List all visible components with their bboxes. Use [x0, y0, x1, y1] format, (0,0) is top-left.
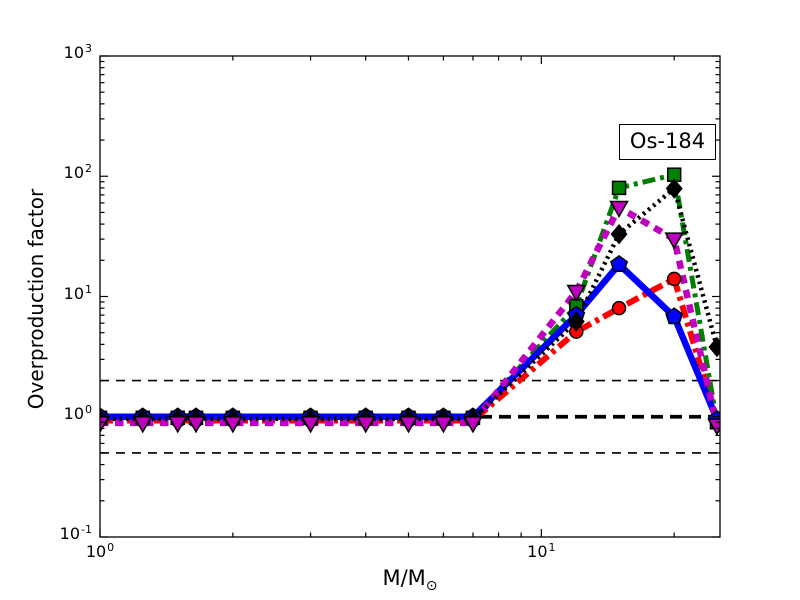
sun-symbol: ⊙ — [425, 578, 438, 594]
series-line-magenta-dashed-triangle — [100, 202, 720, 427]
triangle-down-marker-magenta-dashed-triangle — [433, 416, 454, 434]
pentagon-marker-blue-solid-pentagon — [665, 307, 684, 325]
tick-label-exponent: 1 — [548, 541, 556, 554]
series-line-green-dashdot-square — [100, 171, 720, 423]
tick-label-base: 10 — [63, 403, 84, 423]
tick-label-base: 10 — [527, 542, 548, 561]
diamond-marker-black-dotted-diamond — [708, 336, 720, 358]
y-tick-label: 102 — [52, 162, 92, 183]
y-tick-label: 103 — [52, 42, 92, 63]
series-line-red-dashdot-circle — [100, 274, 720, 424]
tick-label-base: 10 — [59, 524, 81, 543]
tick-label-exponent: -1 — [81, 523, 92, 536]
tick-label-base: 10 — [85, 542, 107, 561]
circle-marker-red-dashdot-circle — [666, 271, 682, 287]
x-axis-label-text: M/M — [382, 566, 426, 590]
pentagon-marker-blue-solid-pentagon — [610, 254, 629, 272]
triangle-down-marker-magenta-dashed-triangle — [463, 416, 483, 434]
tick-label-exponent: 3 — [85, 42, 92, 55]
triangle-down-marker-magenta-dashed-triangle — [167, 416, 188, 434]
triangle-down-marker-magenta-dashed-triangle — [664, 232, 684, 250]
tick-label-exponent: 1 — [85, 282, 92, 296]
triangle-down-marker-magenta-dashed-triangle — [609, 200, 629, 218]
diamond-marker-black-dotted-diamond — [610, 223, 628, 245]
series-line-black-dotted-diamond — [100, 184, 720, 422]
triangle-down-marker-magenta-dashed-triangle — [707, 418, 720, 436]
triangle-down-marker-magenta-dashed-triangle — [132, 416, 153, 434]
tick-label-exponent: 2 — [85, 162, 92, 176]
tick-label-exponent: 0 — [85, 402, 92, 416]
diamond-marker-black-dotted-diamond — [665, 178, 683, 199]
triangle-down-marker-magenta-dashed-triangle — [186, 416, 206, 434]
diamond-marker-black-dotted-diamond — [567, 311, 585, 332]
x-tick-label: 100 — [65, 541, 135, 562]
y-tick-label: 10-1 — [52, 523, 92, 544]
isotope-annotation-box: Os-184 — [619, 124, 716, 160]
triangle-down-marker-magenta-dashed-triangle — [566, 284, 587, 303]
triangle-down-marker-magenta-dashed-triangle — [355, 416, 376, 434]
tick-label-base: 10 — [63, 283, 84, 303]
triangle-down-marker-magenta-dashed-triangle — [223, 416, 243, 434]
ticks-layer — [99, 55, 720, 538]
tick-label-base: 10 — [63, 163, 84, 183]
x-axis-label: M/M⊙ — [310, 566, 510, 594]
series-line-blue-solid-pentagon — [100, 259, 720, 421]
y-tick-label: 100 — [52, 402, 92, 424]
circle-marker-red-dashdot-circle — [611, 300, 627, 316]
triangle-down-marker-magenta-dashed-triangle — [300, 416, 321, 434]
tick-label-exponent: 0 — [107, 541, 115, 554]
x-tick-label: 101 — [506, 541, 576, 562]
tick-label-base: 10 — [63, 43, 84, 62]
y-axis-label: Overproduction factor — [24, 188, 48, 410]
square-marker-green-dashdot-square — [611, 180, 627, 196]
triangle-down-marker-magenta-dashed-triangle — [398, 416, 419, 434]
y-tick-label: 101 — [52, 282, 92, 304]
data-layer — [100, 167, 720, 454]
